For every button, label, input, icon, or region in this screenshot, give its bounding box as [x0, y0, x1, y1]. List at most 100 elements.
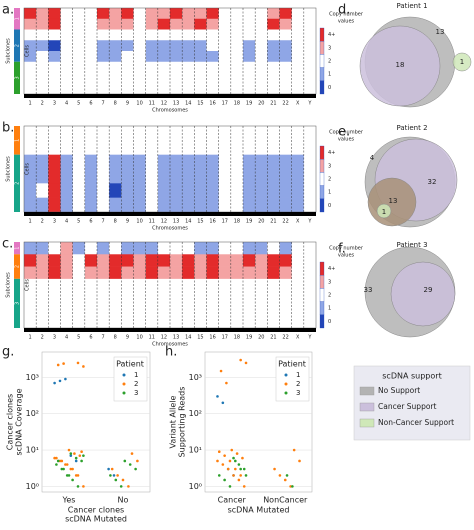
cn-cell [230, 242, 244, 255]
cn-cell [157, 197, 171, 213]
chromosome-label: X [296, 219, 300, 225]
cn-cell [121, 315, 134, 329]
cn-cell [230, 140, 244, 155]
legend-box [113, 356, 148, 402]
cn-cell [121, 18, 134, 30]
cn-cell [48, 61, 61, 73]
cn-cell [121, 83, 134, 95]
cn-cell [97, 126, 110, 141]
legend-label: 3 [296, 389, 300, 397]
clone-bar [14, 242, 20, 255]
cn-cell [255, 169, 268, 184]
cn-cell [145, 242, 159, 255]
cn-cell [279, 266, 292, 280]
cn-cell [218, 72, 232, 84]
point [55, 456, 58, 460]
point [219, 369, 223, 373]
y-axis-label-2: Cells [25, 279, 31, 291]
cn-cell [133, 18, 146, 30]
cn-cell [182, 8, 195, 20]
chromosome-label: 14 [185, 219, 191, 225]
chromosome-label: 22 [282, 101, 288, 107]
y-tick-label: 10⁰ [189, 482, 202, 491]
cn-cell [72, 61, 86, 73]
cn-cell [206, 72, 219, 84]
cn-cell [121, 266, 134, 280]
y-axis-label-2: Cells [25, 163, 31, 175]
cn-cell [230, 18, 244, 30]
chromosome-label: 13 [173, 101, 179, 107]
chromosome-label: 22 [282, 335, 288, 341]
clone-bar [14, 61, 20, 94]
cn-cell [60, 254, 73, 267]
colorbar-tick-label: 2 [328, 59, 331, 65]
cn-cell [243, 83, 256, 95]
cn-cell [194, 169, 207, 184]
cn-cell [36, 140, 49, 155]
venn-set [359, 25, 441, 107]
point [244, 361, 248, 365]
cn-cell [255, 197, 268, 213]
cn-cell [133, 197, 146, 213]
cn-cell [36, 29, 49, 41]
chromosome-label: Y [307, 335, 312, 341]
point [230, 448, 234, 452]
cn-cell [24, 197, 37, 213]
cn-cell [243, 254, 256, 267]
clone-label: 1 [15, 139, 21, 142]
chromosome-label: 14 [185, 101, 191, 107]
venn-title: Patient 3 [396, 241, 427, 249]
cn-cell [97, 61, 110, 73]
cn-cell [206, 242, 219, 255]
colorbar-tick-label: 3 [328, 279, 331, 285]
colorbar-tick-label: 4+ [328, 266, 335, 272]
support-legend-label: No Support [378, 386, 420, 395]
cn-cell [48, 266, 61, 280]
cn-cell [72, 315, 86, 329]
cn-cell [48, 140, 61, 155]
point [74, 456, 78, 460]
cn-cell [97, 51, 110, 63]
cn-cell [24, 278, 37, 292]
chromosome-label: 10 [136, 219, 142, 225]
cn-cell [133, 315, 146, 329]
cn-cell [157, 140, 171, 155]
panel-label: g. [2, 345, 14, 360]
chromosome-label: 9 [126, 219, 129, 225]
cn-cell [303, 169, 317, 184]
cn-cell [133, 291, 146, 304]
cn-cell [48, 8, 61, 20]
cn-cell [279, 154, 292, 170]
cn-cell [267, 18, 280, 30]
cn-cell [84, 266, 98, 280]
cn-cell [243, 315, 256, 329]
cn-cell [121, 254, 134, 267]
point [226, 467, 230, 471]
point [58, 379, 62, 383]
chromosome-bar [24, 212, 316, 216]
chromosome-label: 19 [246, 101, 252, 107]
cn-cell [170, 18, 183, 30]
point [114, 478, 118, 482]
y-axis-label: Subclones [6, 38, 12, 64]
cn-cell [291, 126, 305, 141]
cn-cell [243, 242, 256, 255]
cn-cell [145, 140, 159, 155]
cn-cell [121, 154, 134, 170]
venn-count: 33 [364, 286, 373, 294]
point [65, 463, 69, 466]
cn-cell [60, 183, 73, 198]
cn-cell [109, 8, 122, 20]
cn-cell [170, 266, 183, 280]
cn-cell [48, 242, 61, 255]
cn-cell [84, 183, 98, 198]
support-legend-label: Cancer Support [378, 402, 436, 411]
chromosome-label: 22 [282, 219, 288, 225]
cn-cell [109, 51, 122, 63]
cn-cell [109, 72, 122, 84]
cn-cell [170, 72, 183, 84]
cn-cell [182, 291, 195, 304]
cn-cell [291, 315, 305, 329]
cn-cell [97, 291, 110, 304]
cn-cell [182, 18, 195, 30]
